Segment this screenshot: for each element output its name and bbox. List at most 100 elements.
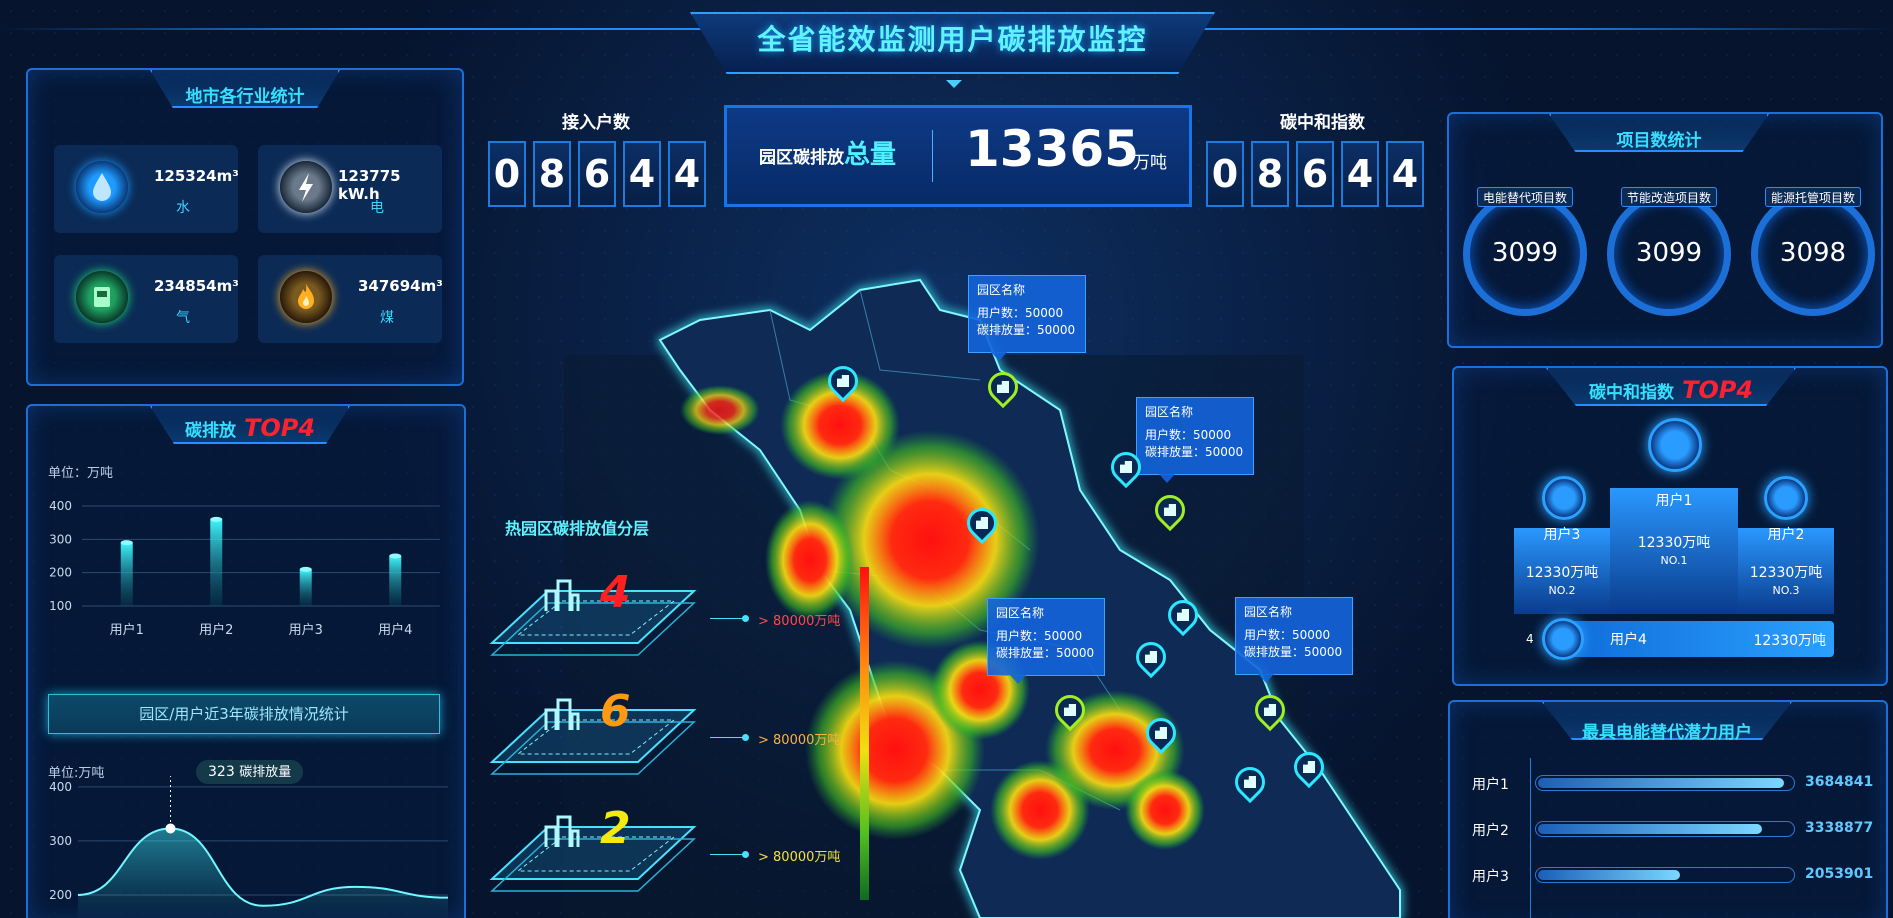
heat-blobs	[680, 370, 1205, 860]
counter-digit: 4	[623, 141, 661, 207]
stat-card-gas[interactable]: 234854m³ 气	[54, 255, 239, 343]
trend-area-chart: 400 300 200	[49, 776, 449, 918]
tooltip-label: 碳排放量	[239, 765, 292, 780]
stat-card-electric[interactable]: 123775 kW.h 电	[258, 145, 442, 233]
stat-label: 煤	[380, 310, 394, 326]
fourth-row[interactable]: 用户4 12330万吨	[1550, 621, 1834, 657]
potential-user-value: 3684841	[1805, 774, 1874, 790]
potential-axis-line	[1530, 758, 1531, 918]
title-notch	[946, 80, 962, 88]
unit-label: 单位：万吨	[48, 466, 114, 481]
podium-second[interactable]: 用户3 12330万吨 NO.2	[1514, 527, 1610, 614]
panel-header-frame	[1542, 702, 1792, 740]
heat-scale-bar	[860, 567, 869, 900]
bar[interactable]	[299, 569, 312, 606]
popup-name: 园区名称	[1244, 605, 1293, 619]
building-icon	[544, 579, 580, 611]
trend-banner-text: 园区/用户近3年碳排放情况统计	[139, 705, 349, 723]
trend-unit-label: 单位:万吨	[48, 766, 105, 781]
total-label-text: 园区碳排放	[759, 148, 844, 168]
layer-count: 2	[600, 803, 631, 854]
stat-value: 234854m³	[154, 277, 239, 295]
building-icon	[544, 698, 580, 730]
podium-value: 12330万吨	[1637, 535, 1711, 551]
podium-first[interactable]: 用户1 12330万吨 NO.1	[1610, 488, 1738, 614]
park-popup[interactable]: 园区名称 用户数：50000 碳排放量：50000	[1136, 397, 1254, 483]
water-drop-icon	[76, 161, 128, 213]
potential-user-label: 用户1	[1472, 777, 1509, 793]
y-tick-label: 100	[49, 599, 72, 613]
popup-name: 园区名称	[977, 283, 1026, 297]
park-popup[interactable]: 园区名称 用户数：50000 碳排放量：50000	[987, 598, 1105, 684]
avatar-second	[1542, 476, 1586, 520]
counter-digit: 0	[488, 141, 526, 207]
popup-emission: 碳排放量：50000	[1145, 445, 1244, 459]
stat-card-water[interactable]: 125324m³ 水	[54, 145, 239, 233]
x-tick-label: 用户4	[378, 622, 412, 636]
fourth-value: 12330万吨	[1753, 633, 1826, 649]
top4-tag: TOP4	[243, 414, 316, 442]
avatar-fourth	[1542, 618, 1584, 660]
bar[interactable]	[210, 519, 223, 606]
counter-digit: 8	[1251, 141, 1289, 207]
total-value: 13365	[965, 120, 1139, 178]
avatar-first	[1648, 418, 1702, 472]
panel-header-frame	[1549, 114, 1769, 152]
popup-emission: 碳排放量：50000	[996, 646, 1095, 660]
potential-bar-fill	[1538, 824, 1762, 834]
page-title: 全省能效监测用户碳排放监控	[757, 23, 1148, 56]
counter-digit: 4	[668, 141, 706, 207]
neutral-index-label: 碳中和指数	[1280, 113, 1365, 133]
layer-threshold: > 80000万吨	[758, 850, 841, 865]
park-popup[interactable]: 园区名称 用户数：50000 碳排放量：50000	[1235, 597, 1353, 683]
counter-digit: 6	[578, 141, 616, 207]
layer-count: 6	[600, 686, 631, 737]
counter-digit: 8	[533, 141, 571, 207]
potential-bar	[1535, 867, 1795, 883]
panel-title-text: 碳中和指数	[1588, 383, 1674, 403]
trend-tooltip: 323 碳排放量	[196, 760, 304, 784]
potential-user-label: 用户3	[1472, 869, 1509, 885]
y-tick-label: 200	[49, 888, 72, 902]
top4-tag: TOP4	[1681, 376, 1754, 404]
potential-panel: 最具电能替代潜力用户	[1448, 700, 1888, 918]
panel-title-text: 碳排放	[184, 421, 236, 441]
counter-digit: 0	[1206, 141, 1244, 207]
industry-stats-panel: 地市各行业统计 125324m³ 水 123775 kW.h 电 234854m…	[26, 68, 464, 386]
y-tick-label: 300	[49, 834, 72, 848]
series-line	[77, 827, 449, 907]
bar[interactable]	[120, 542, 133, 606]
panel-title: 地市各行业统计	[185, 87, 305, 107]
project-ring-label: 能源托管项目数	[1765, 187, 1861, 207]
popup-users: 用户数：50000	[996, 629, 1083, 643]
potential-bar-fill	[1538, 870, 1680, 880]
stat-value: 123775 kW.h	[338, 167, 401, 203]
neutral-top4-panel: 碳中和指数 TOP4 用户1 12330万吨 NO.1 用户3 12330万吨 N…	[1452, 366, 1888, 686]
layer-tile	[489, 709, 697, 775]
potential-user-label: 用户2	[1472, 823, 1509, 839]
podium-value: 12330万吨	[1749, 565, 1823, 581]
podium-value: 12330万吨	[1525, 565, 1599, 581]
podium-name: 用户3	[1543, 527, 1581, 543]
panel-header-frame	[150, 70, 340, 108]
stat-value: 347694m³	[358, 277, 443, 295]
layer-threshold: > 80000万吨	[758, 733, 841, 748]
flame-icon	[280, 271, 332, 323]
park-popup[interactable]: 园区名称 用户数：50000 碳排放量：50000	[968, 275, 1086, 361]
podium-name: 用户2	[1767, 527, 1805, 543]
popup-users: 用户数：50000	[977, 306, 1064, 320]
projects-panel: 项目数统计 电能替代项目数 3099 节能改造项目数 3099 能源托管项目数 3098	[1447, 112, 1883, 348]
layer-tile	[489, 826, 697, 892]
layer-dot	[742, 851, 749, 858]
project-ring-value: 3099	[1491, 238, 1559, 268]
podium-rank: NO.3	[1772, 584, 1800, 597]
podium-third[interactable]: 用户2 12330万吨 NO.3	[1738, 527, 1834, 614]
peak-point[interactable]	[165, 823, 176, 834]
gas-icon	[76, 271, 128, 323]
total-label: 园区碳排放总量	[759, 134, 896, 171]
stat-label: 气	[176, 310, 190, 326]
carbon-bar-chart: 400 300 200 100 用户1 用户2 用户3 用户4	[49, 499, 440, 636]
potential-user-value: 2053901	[1805, 866, 1874, 882]
bar[interactable]	[389, 556, 402, 606]
stat-card-coal[interactable]: 347694m³ 煤	[258, 255, 443, 343]
